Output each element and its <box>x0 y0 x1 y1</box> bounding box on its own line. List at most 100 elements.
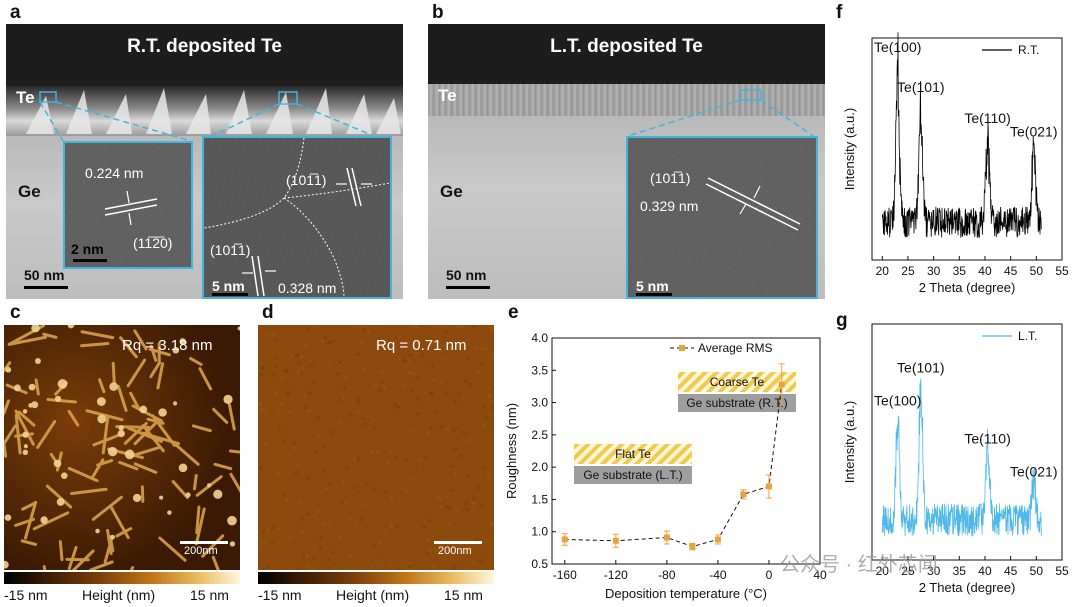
scale-bar-inset-lt <box>636 293 672 296</box>
rms-point <box>561 536 568 543</box>
afm-speckle <box>282 493 286 497</box>
afm-speckle <box>448 346 452 350</box>
afm-speckle <box>481 405 485 409</box>
afm-speckle <box>463 429 467 433</box>
afm-speckle <box>340 500 344 504</box>
afm-speckle <box>362 328 366 332</box>
inset1-scale: 2 nm <box>71 241 104 257</box>
afm-rod <box>133 419 160 446</box>
afm-rod <box>228 449 240 454</box>
colorbar-c-min: -15 nm <box>4 587 48 603</box>
afm-grain <box>227 515 237 526</box>
afm-speckle <box>322 522 326 526</box>
afm-speckle <box>374 558 378 562</box>
x-tick-label-g: 55 <box>1055 564 1069 578</box>
afm-speckle <box>465 356 469 360</box>
plot-frame-g <box>871 323 1063 561</box>
x-tick-label-f: 25 <box>901 264 915 278</box>
afm-speckle <box>282 439 286 443</box>
legend-label-f: R.T. <box>1018 43 1039 57</box>
afm-speckle <box>344 376 348 380</box>
afm-speckle <box>285 368 289 372</box>
afm-speckle <box>415 412 419 416</box>
x-tick-label-e: 0 <box>766 568 773 582</box>
afm-speckle <box>381 379 385 383</box>
afm-speckle <box>300 371 304 375</box>
afm-rod <box>7 335 48 346</box>
y-axis-title-g: Intensity (a.u.) <box>842 401 857 483</box>
hrtem-inset-2: (101̅1) (101̅1) 0.328 nm 5 nm <box>202 136 392 299</box>
substrate-label-lt: Ge substrate (L.T.) <box>583 468 682 482</box>
afm-speckle <box>445 505 449 509</box>
afm-speckle <box>356 401 360 405</box>
afm-speckle <box>293 441 297 445</box>
afm-speckle <box>344 501 348 505</box>
film-layer-lt <box>574 444 692 464</box>
afm-speckle <box>303 343 307 347</box>
substrate-layer-rt <box>678 394 796 412</box>
peak-label: Te(100) <box>874 39 921 55</box>
afm-speckle <box>445 391 449 395</box>
afm-grain <box>118 425 124 431</box>
afm-speckle <box>491 353 494 357</box>
afm-speckle <box>278 409 282 413</box>
afm-speckle <box>266 565 270 569</box>
afm-rod <box>119 336 138 359</box>
afm-rod <box>151 414 176 447</box>
rms-point <box>714 536 721 543</box>
afm-speckle <box>357 410 361 414</box>
afm-speckle <box>258 402 262 406</box>
afm-speckle <box>464 379 468 383</box>
afm-speckle <box>308 391 312 395</box>
afm-rod <box>42 564 47 570</box>
inset-lt-spacing: 0.329 nm <box>640 198 699 214</box>
afm-rod <box>91 495 123 521</box>
panel-label-g: g <box>836 310 848 331</box>
afm-speckle <box>274 391 278 395</box>
scale-label-c: 200nm <box>184 545 218 557</box>
afm-speckle <box>306 564 310 568</box>
afm-speckle <box>465 473 469 477</box>
x-tick-label-e: -80 <box>658 568 676 582</box>
afm-grain <box>40 516 48 524</box>
afm-speckle <box>404 458 408 462</box>
afm-speckle <box>486 476 490 480</box>
x-axis-title-g: 2 Theta (degree) <box>919 580 1016 595</box>
afm-rod <box>32 511 70 531</box>
afm-grain <box>31 325 40 333</box>
afm-nanorods <box>4 325 240 570</box>
film-label-rt: Te <box>16 88 35 107</box>
afm-rod <box>14 413 22 455</box>
afm-speckle <box>306 326 310 330</box>
afm-rod <box>133 462 158 474</box>
afm-speckle <box>262 529 266 533</box>
afm-rod <box>42 332 58 339</box>
afm-rod <box>85 409 124 422</box>
afm-grain <box>22 409 28 414</box>
xrd-chart-rt: 20 25 30 35 40 45 50 55 2 Theta (degree) Intensit… <box>842 32 1069 295</box>
afm-speckle <box>417 458 421 462</box>
inset2-scale: 5 nm <box>212 278 245 294</box>
x-tick-label-f: 30 <box>927 264 941 278</box>
afm-rod <box>175 444 200 466</box>
afm-rod <box>4 424 17 447</box>
afm-speckle <box>348 517 352 521</box>
x-tick-label-f: 50 <box>1030 264 1044 278</box>
afm-speckle <box>483 416 487 420</box>
afm-speckle <box>454 400 458 404</box>
afm-speckle <box>306 513 310 517</box>
afm-speckle <box>398 358 402 362</box>
tem-title-rt: R.T. deposited Te <box>127 36 282 57</box>
afm-rod <box>212 407 229 424</box>
afm-grain <box>54 395 62 403</box>
afm-speckle <box>338 360 342 364</box>
afm-speckle <box>365 481 369 485</box>
afm-speckle <box>457 393 461 397</box>
afm-rod <box>14 409 35 446</box>
rms-point <box>740 491 747 498</box>
afm-speckle <box>339 398 343 402</box>
afm-grain <box>22 449 29 456</box>
afm-grain <box>67 325 75 329</box>
substrate-label-lt: Ge <box>440 182 463 201</box>
afm-speckle <box>370 450 374 454</box>
